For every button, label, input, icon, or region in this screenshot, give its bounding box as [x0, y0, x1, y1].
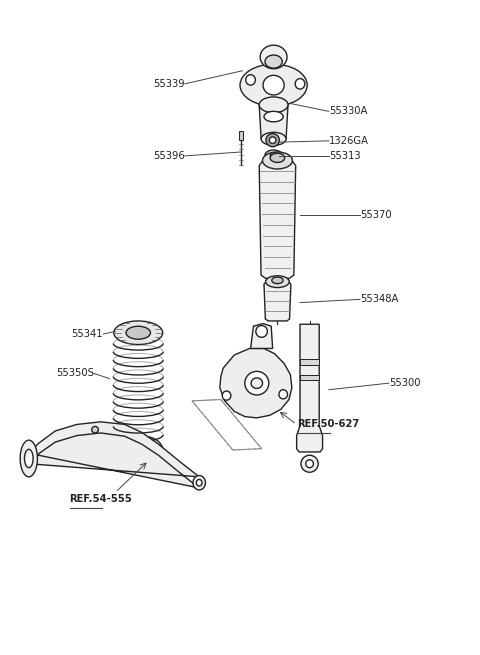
- Ellipse shape: [265, 150, 282, 160]
- Polygon shape: [264, 282, 291, 321]
- Ellipse shape: [295, 79, 305, 89]
- Text: REF.54-555: REF.54-555: [70, 494, 132, 504]
- Ellipse shape: [260, 45, 287, 69]
- Text: 55396: 55396: [153, 151, 185, 161]
- Polygon shape: [259, 105, 288, 139]
- Polygon shape: [259, 160, 296, 278]
- Ellipse shape: [263, 152, 292, 169]
- Ellipse shape: [114, 321, 163, 345]
- Ellipse shape: [133, 443, 153, 458]
- Text: 55300: 55300: [389, 378, 420, 388]
- Text: 55313: 55313: [329, 151, 360, 161]
- Text: 55370: 55370: [360, 210, 392, 220]
- Ellipse shape: [270, 153, 277, 158]
- Ellipse shape: [126, 326, 150, 339]
- Ellipse shape: [196, 479, 202, 486]
- Ellipse shape: [261, 132, 286, 145]
- Ellipse shape: [265, 55, 282, 68]
- Ellipse shape: [301, 455, 318, 472]
- Polygon shape: [220, 348, 292, 418]
- Ellipse shape: [264, 111, 283, 122]
- Polygon shape: [251, 324, 273, 348]
- Ellipse shape: [245, 371, 269, 395]
- Ellipse shape: [266, 134, 279, 147]
- Ellipse shape: [259, 97, 288, 113]
- Polygon shape: [297, 324, 323, 452]
- Ellipse shape: [269, 137, 276, 143]
- Ellipse shape: [193, 476, 205, 490]
- Ellipse shape: [251, 378, 263, 388]
- Ellipse shape: [222, 391, 231, 400]
- Bar: [300, 359, 319, 365]
- Ellipse shape: [256, 326, 267, 337]
- Text: 55341: 55341: [72, 329, 103, 339]
- Ellipse shape: [123, 436, 163, 465]
- Ellipse shape: [20, 440, 37, 477]
- Polygon shape: [29, 422, 199, 488]
- Ellipse shape: [270, 153, 285, 162]
- Ellipse shape: [24, 449, 33, 468]
- Text: 55330A: 55330A: [329, 106, 367, 117]
- Text: 55350S: 55350S: [56, 368, 94, 379]
- Ellipse shape: [306, 460, 313, 468]
- Bar: [300, 375, 319, 380]
- Ellipse shape: [246, 75, 255, 85]
- Ellipse shape: [265, 276, 289, 288]
- Bar: [239, 131, 243, 140]
- Ellipse shape: [272, 277, 283, 284]
- Text: 55339: 55339: [153, 79, 185, 89]
- Text: 1326GA: 1326GA: [329, 136, 369, 146]
- Ellipse shape: [240, 64, 307, 106]
- Ellipse shape: [279, 390, 288, 399]
- Ellipse shape: [263, 75, 284, 95]
- Text: 55348A: 55348A: [360, 294, 398, 305]
- Ellipse shape: [92, 426, 98, 433]
- Text: REF.50-627: REF.50-627: [298, 419, 360, 430]
